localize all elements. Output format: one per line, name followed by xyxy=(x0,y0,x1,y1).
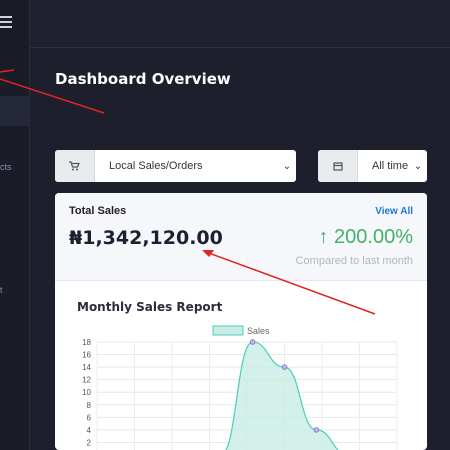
sidebar: cts t xyxy=(0,0,30,450)
sidebar-item-label[interactable]: cts xyxy=(0,162,12,172)
y-tick-label: 16 xyxy=(82,351,91,360)
data-point[interactable] xyxy=(249,339,256,345)
change-percentage: ↑ 200.00% xyxy=(318,226,413,249)
y-tick-label: 4 xyxy=(87,426,92,435)
total-sales-label: Total Sales xyxy=(69,205,127,217)
y-tick-label: 18 xyxy=(82,338,91,347)
cart-icon xyxy=(55,150,95,182)
arrow-up-icon: ↑ xyxy=(318,226,329,248)
page-title: Dashboard Overview xyxy=(55,70,231,88)
sidebar-item-active[interactable] xyxy=(0,96,30,126)
data-point[interactable] xyxy=(281,364,288,370)
chevron-down-icon: ⌄ xyxy=(413,160,423,172)
menu-icon[interactable] xyxy=(0,16,16,30)
period-select[interactable]: All time ⌄ xyxy=(318,150,427,182)
total-sales-value: ₦1,342,120.00 xyxy=(69,227,223,249)
y-tick-label: 10 xyxy=(82,388,91,397)
sidebar-item-label[interactable]: t xyxy=(0,285,3,295)
y-tick-label: 2 xyxy=(87,438,92,447)
chevron-down-icon: ⌄ xyxy=(282,160,292,172)
change-value: 200.00% xyxy=(334,226,413,248)
total-sales-card: Total Sales View All ₦1,342,120.00 ↑ 200… xyxy=(55,193,427,450)
legend-swatch xyxy=(212,325,244,336)
sales-chart: Sales 18 16 14 12 10 8 6 4 2 xyxy=(82,325,398,450)
y-tick-label: 6 xyxy=(87,413,92,422)
period-value: All time xyxy=(372,160,409,172)
sales-type-select[interactable]: Local Sales/Orders ⌄ xyxy=(55,150,296,182)
legend-label: Sales xyxy=(247,326,270,336)
sales-type-value: Local Sales/Orders xyxy=(109,160,203,172)
y-tick-label: 14 xyxy=(82,363,91,372)
top-bar xyxy=(30,0,450,48)
y-tick-label: 8 xyxy=(87,401,92,410)
view-all-link[interactable]: View All xyxy=(375,206,413,217)
report-title: Monthly Sales Report xyxy=(77,300,223,314)
y-tick-label: 12 xyxy=(82,376,91,385)
calendar-icon xyxy=(318,150,358,182)
data-point[interactable] xyxy=(313,427,320,433)
